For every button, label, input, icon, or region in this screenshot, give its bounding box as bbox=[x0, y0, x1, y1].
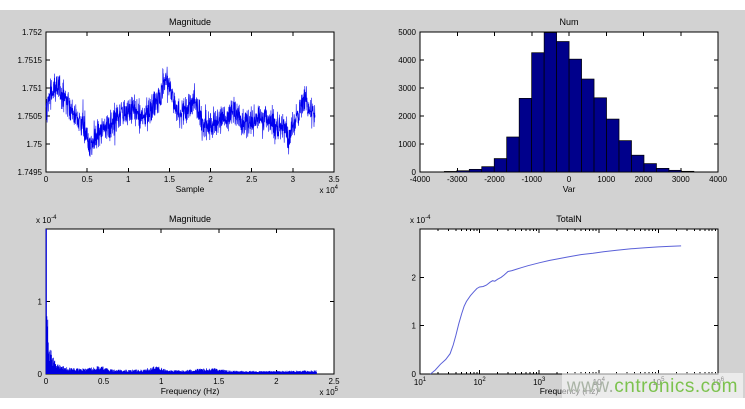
y-tick-label: 1.7505 bbox=[18, 112, 43, 121]
y-tick-label: 1.7515 bbox=[18, 56, 43, 65]
x-tick-label: 4000 bbox=[709, 175, 727, 184]
histogram-bar bbox=[493, 158, 508, 173]
x-tick-label: 103 bbox=[533, 377, 546, 387]
y-tick-label: 0 bbox=[38, 370, 43, 379]
y-tick-label: 0 bbox=[412, 370, 417, 379]
x-tick-label: -2000 bbox=[484, 175, 505, 184]
histogram-bar bbox=[668, 169, 682, 173]
x-tick-label: 0 bbox=[44, 377, 49, 386]
y-tick-label: 5000 bbox=[398, 28, 416, 37]
histogram-bar bbox=[618, 140, 632, 173]
x-tick-label: 1.5 bbox=[213, 377, 225, 386]
y-exponent-label: x 10-4 bbox=[36, 215, 57, 225]
x-tick-label: 3000 bbox=[672, 175, 690, 184]
histogram-bar bbox=[443, 171, 458, 173]
x-tick-label: 3.5 bbox=[328, 175, 340, 184]
x-tick-label: 2 bbox=[274, 377, 279, 386]
x-tick-label: 0.5 bbox=[82, 175, 94, 184]
watermark-prefix: www. bbox=[566, 376, 615, 397]
histogram-bar bbox=[481, 166, 495, 173]
histogram-bar bbox=[593, 97, 607, 173]
subplot-magnitude-time: Magnitude 0 0.5 1 1.5 2 2.5 3 3.5 1.7495 1.75 1.750… bbox=[18, 17, 341, 195]
plot-title: Num bbox=[559, 17, 578, 27]
data-series-spectrum bbox=[45, 229, 317, 374]
histogram-bar bbox=[681, 170, 695, 173]
histogram-bar bbox=[643, 163, 657, 173]
x-tick-label: 1.5 bbox=[164, 175, 176, 184]
x-tick-label: 1 bbox=[159, 377, 164, 386]
subplot-histogram-num: Num -4000 -3000 -2000 -1000 0 1000 2000 3000 4000… bbox=[398, 17, 727, 194]
x-exponent-label: x 104 bbox=[320, 185, 339, 195]
x-exponent-label: x 105 bbox=[320, 387, 339, 397]
y-tick-label: 1.75 bbox=[26, 140, 42, 149]
plot-frame bbox=[45, 31, 335, 173]
x-tick-label: 2.5 bbox=[246, 175, 258, 184]
y-tick-label: 4000 bbox=[398, 56, 416, 65]
x-tick-label: 1 bbox=[126, 175, 131, 184]
plot-area bbox=[46, 32, 334, 172]
histogram-bar bbox=[656, 168, 670, 173]
x-tick-label: -4000 bbox=[410, 175, 431, 184]
watermark: www.cntronics.com bbox=[561, 373, 743, 401]
y-tick-label: 1 bbox=[38, 298, 43, 307]
x-tick-label: 1000 bbox=[597, 175, 615, 184]
plot-title: Magnitude bbox=[169, 17, 211, 27]
y-tick-label: 3000 bbox=[398, 84, 416, 93]
figure-canvas: Magnitude 0 0.5 1 1.5 2 2.5 3 3.5 1.7495 1.75 1.750… bbox=[0, 10, 745, 398]
plot-title: TotalN bbox=[556, 214, 582, 224]
histogram-bar bbox=[543, 32, 557, 173]
subplot-totaln: TotalN101102103104105106012Frequency (Hz… bbox=[410, 214, 725, 396]
x-tick-label: 3 bbox=[291, 175, 296, 184]
x-axis-label: Sample bbox=[176, 184, 205, 194]
x-tick-label: 0.5 bbox=[98, 377, 110, 386]
y-exponent-label: x 10-4 bbox=[410, 215, 431, 225]
y-tick-label: 1.7495 bbox=[18, 168, 43, 177]
x-tick-label: 2000 bbox=[635, 175, 653, 184]
x-tick-label: 0 bbox=[567, 175, 572, 184]
histogram-bar bbox=[456, 170, 470, 173]
x-axis-label: Frequency (Hz) bbox=[161, 386, 220, 396]
histogram-bar bbox=[531, 52, 545, 173]
histogram-bar bbox=[631, 154, 645, 173]
histogram-bar bbox=[468, 168, 483, 173]
y-tick-label: 1.751 bbox=[22, 84, 43, 93]
x-tick-label: 102 bbox=[473, 377, 486, 387]
histogram-bar bbox=[518, 98, 533, 173]
x-tick-label: 101 bbox=[414, 377, 427, 387]
plot-area bbox=[420, 229, 718, 374]
histogram-bar bbox=[606, 118, 620, 173]
histogram-bar bbox=[581, 78, 595, 173]
y-tick-label: 2 bbox=[412, 273, 417, 282]
y-tick-label: 0 bbox=[412, 168, 417, 177]
x-axis-label: Var bbox=[563, 184, 576, 194]
data-series-line bbox=[45, 66, 316, 157]
y-tick-label: 2000 bbox=[398, 112, 416, 121]
histogram-bars bbox=[443, 32, 695, 173]
histogram-bar bbox=[506, 136, 520, 173]
plot-area bbox=[46, 229, 334, 374]
histogram-bar bbox=[568, 58, 582, 173]
watermark-domain: cntronics.com bbox=[614, 376, 738, 397]
plot-title: Magnitude bbox=[169, 214, 211, 224]
histogram-bar bbox=[556, 41, 570, 173]
x-tick-label: 0 bbox=[44, 175, 49, 184]
x-tick-label: -3000 bbox=[447, 175, 468, 184]
x-tick-label: 2.5 bbox=[328, 377, 340, 386]
y-tick-label: 1.752 bbox=[22, 28, 43, 37]
y-tick-label: 1000 bbox=[398, 140, 416, 149]
y-tick-label: 1 bbox=[412, 322, 417, 331]
x-tick-label: -1000 bbox=[522, 175, 543, 184]
x-tick-label: 2 bbox=[208, 175, 213, 184]
data-series-line bbox=[430, 245, 682, 375]
